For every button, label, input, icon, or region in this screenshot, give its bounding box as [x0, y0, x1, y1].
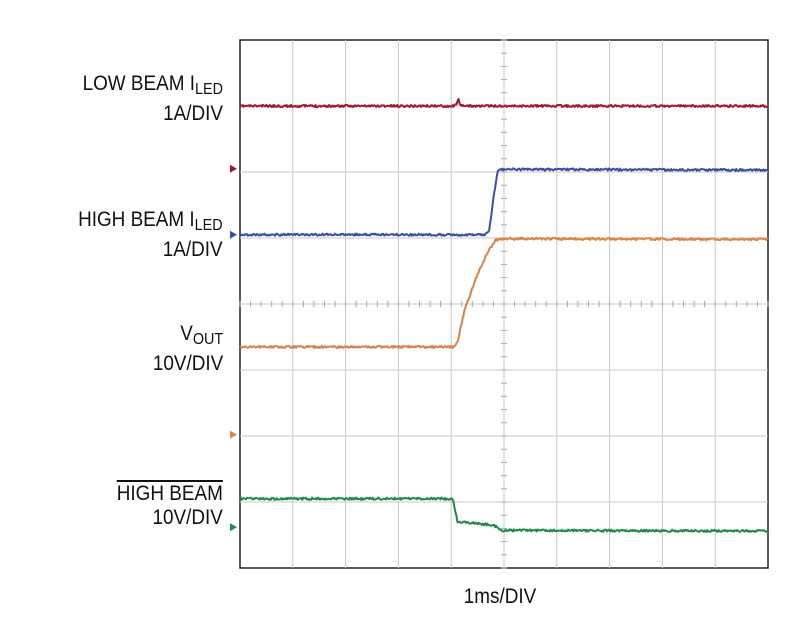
x-axis-label: 1ms/DIV [463, 585, 537, 608]
label-high-beam-sub: LED [194, 217, 223, 234]
marker-hb [230, 523, 237, 532]
marker-vout [230, 430, 237, 439]
trace-hb [239, 496, 769, 533]
label-vout-scale: 10V/DIV [152, 352, 223, 375]
center-axis-ticks [239, 39, 769, 569]
label-low-beam-main: LOW BEAM I [82, 72, 195, 95]
marker-low [230, 164, 237, 173]
label-high-beam-signal: HIGH BEAM 10V/DIV [117, 482, 223, 530]
label-high-beam: HIGH BEAM ILED 1A/DIV [78, 208, 223, 262]
trace-high [239, 167, 769, 237]
label-high-beam-main: HIGH BEAM I [78, 208, 195, 231]
trace-vout [239, 236, 769, 349]
trace-low [239, 98, 769, 109]
marker-high [230, 230, 237, 239]
label-low-beam-sub: LED [194, 81, 223, 98]
label-vout-sub: OUT [192, 331, 223, 348]
label-vout: VOUT 10V/DIV [153, 322, 223, 376]
trace-group [239, 98, 769, 533]
channel-marker-group [230, 164, 237, 532]
label-high-beam-signal-main: HIGH BEAM [116, 482, 223, 505]
label-low-beam: LOW BEAM ILED 1A/DIV [83, 72, 223, 126]
label-high-beam-signal-scale: 10V/DIV [152, 506, 223, 529]
label-vout-main: V [179, 322, 193, 345]
label-low-beam-scale: 1A/DIV [163, 102, 223, 125]
label-high-beam-scale: 1A/DIV [163, 238, 223, 261]
